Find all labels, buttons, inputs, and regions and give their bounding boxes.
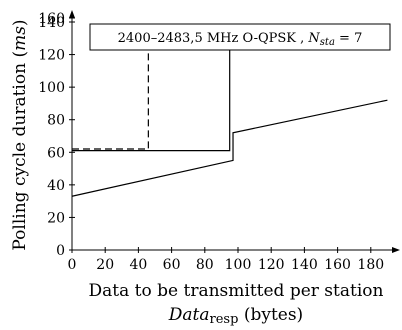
x-axis-var: Data: [168, 305, 210, 325]
y-axis-arrow: [69, 10, 75, 18]
legend-box: 2400–2483,5 MHz O-QPSK , Nsta = 7: [89, 23, 391, 51]
y-axis-label: Polling cycle duration (ms): [10, 19, 30, 250]
legend-eq: = 7: [335, 31, 362, 46]
y-tick-label: 60: [47, 145, 65, 161]
x-axis-label: Data to be transmitted per station: [89, 281, 384, 301]
x-axis-unit: (bytes): [238, 305, 303, 325]
x-tick-label: 140: [291, 257, 318, 273]
series-line-1: [72, 49, 388, 152]
y-axis-label-close: ): [10, 19, 30, 26]
legend-var: N: [307, 31, 320, 46]
x-tick-label: 0: [68, 257, 77, 273]
tick-marks: [69, 17, 372, 253]
x-axis-var-sub: resp: [210, 312, 239, 327]
y-tick-label: 100: [38, 80, 65, 96]
x-tick-label: 40: [129, 257, 147, 273]
x-axis-arrow: [392, 247, 400, 253]
y-tick-label: 20: [47, 210, 65, 226]
x-tick-label: 100: [225, 257, 252, 273]
legend-frame: [89, 23, 391, 51]
y-axis-label-unit: ms: [10, 26, 30, 51]
x-tick-labels: 0 20 40 60 80 100 120 140 160 180: [68, 257, 385, 273]
y-axis-label-text: Polling cycle duration (: [10, 51, 30, 251]
x-tick-label: 60: [163, 257, 181, 273]
x-tick-label: 180: [357, 257, 384, 273]
x-tick-label: 120: [258, 257, 285, 273]
y-tick-label: 0: [56, 243, 65, 259]
series-line-2: [72, 49, 388, 150]
x-tick-label: 20: [96, 257, 114, 273]
x-tick-label: 80: [196, 257, 214, 273]
legend-band: 2400–2483,5 MHz O-QPSK ,: [118, 31, 309, 46]
x-tick-label: 160: [324, 257, 351, 273]
y-tick-label: 40: [47, 178, 65, 194]
series-layer: [71, 49, 388, 197]
x-axis-label-line2: Dataresp (bytes): [168, 305, 303, 327]
legend-text: 2400–2483,5 MHz O-QPSK , Nsta = 7: [118, 31, 363, 48]
y-tick-label: 120: [38, 48, 65, 64]
y-tick-label: 160: [38, 11, 65, 27]
y-tick-label: 80: [47, 113, 65, 129]
y-tick-label: 140: [38, 15, 65, 31]
legend-var-sub: sta: [320, 37, 335, 48]
series-line-3: [71, 99, 388, 197]
